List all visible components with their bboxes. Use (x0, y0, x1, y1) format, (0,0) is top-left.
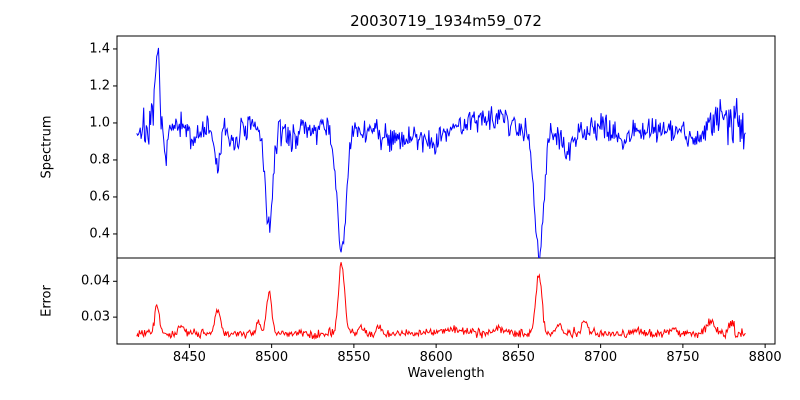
y-tick-label: 0.03 (81, 309, 110, 325)
x-tick-label: 8700 (584, 350, 618, 365)
x-tick-label: 8600 (419, 350, 453, 365)
x-tick-label: 8800 (748, 350, 782, 365)
y-tick-label: 0.8 (89, 152, 110, 168)
error-plot-frame (116, 257, 776, 345)
y-tick-label: 0.4 (89, 226, 110, 242)
plot-title: 20030719_1934m59_072 (350, 12, 542, 30)
x-tick-label: 8550 (337, 350, 371, 365)
y-tick-label: 0.04 (81, 273, 110, 289)
y-tick-label: 0.6 (89, 189, 110, 205)
x-axis-label: Wavelength (407, 366, 485, 381)
x-tick-label: 8450 (172, 350, 206, 365)
x-tick-label: 8500 (255, 350, 289, 365)
x-tick-label: 8750 (666, 350, 700, 365)
error-series-line (136, 262, 746, 340)
spectrum-plot-frame (116, 35, 776, 259)
spectrum-series-line (136, 47, 746, 258)
y-tick-label: 1.0 (89, 115, 110, 131)
y-tick-label: 1.4 (89, 41, 110, 57)
y-tick-label: 1.2 (89, 78, 110, 94)
x-tick-label: 8650 (501, 350, 535, 365)
